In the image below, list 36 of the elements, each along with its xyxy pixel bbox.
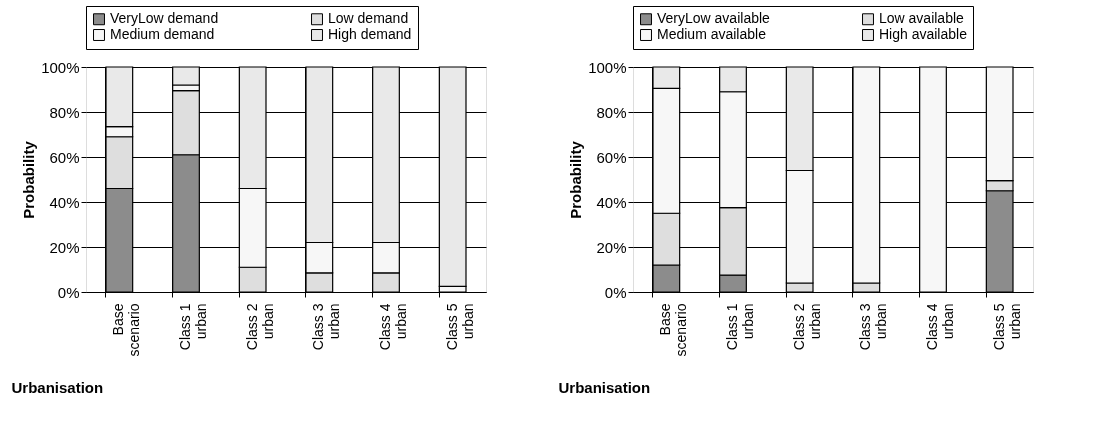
- legend-label: VeryLow available: [657, 10, 771, 27]
- y-tick-label: 0%: [57, 283, 80, 301]
- legend-label: High available: [879, 26, 968, 42]
- x-tick-label: Base scenario: [110, 303, 143, 357]
- x-tick-label: Class 1 urban: [177, 303, 209, 351]
- y-tick-label: 40%: [49, 193, 80, 211]
- x-tick-label: Class 3 urban: [857, 303, 890, 351]
- legend-label: Low demand: [328, 10, 409, 27]
- x-tick-label: Class 4 urban: [377, 303, 409, 351]
- x-tick-label: Class 3 urban: [310, 303, 343, 351]
- y-tick-label: 100%: [588, 58, 627, 76]
- y-tick-label: 60%: [49, 148, 80, 166]
- y-tick-label: 100%: [41, 58, 80, 76]
- y-tick-label: 0%: [604, 283, 627, 301]
- legend-label: Medium available: [657, 26, 767, 42]
- legend-label: Low available: [879, 10, 965, 27]
- legend-label: High demand: [328, 26, 412, 42]
- x-tick-label: Class 4 urban: [924, 303, 956, 351]
- x-tick-label: Class 5 urban: [990, 303, 1023, 351]
- y-tick-label: 60%: [596, 148, 627, 166]
- y-axis-title: Probability: [20, 140, 38, 219]
- y-tick-label: 20%: [49, 238, 80, 256]
- legend-label: Medium demand: [110, 26, 215, 42]
- y-tick-label: 80%: [596, 103, 627, 121]
- y-tick-label: 40%: [596, 193, 627, 211]
- x-tick-label: Base scenario: [657, 303, 690, 357]
- x-axis-title: Urbanisation: [11, 378, 104, 396]
- y-tick-label: 80%: [49, 103, 80, 121]
- x-tick-label: Class 5 urban: [443, 303, 476, 351]
- x-tick-label: Class 1 urban: [724, 303, 756, 351]
- x-tick-label: Class 2 urban: [790, 303, 823, 351]
- x-axis-title: Urbanisation: [558, 378, 651, 396]
- y-axis-title: Probability: [567, 140, 585, 219]
- y-tick-label: 20%: [596, 238, 627, 256]
- legend-label: VeryLow demand: [110, 10, 219, 27]
- x-tick-label: Class 2 urban: [243, 303, 276, 351]
